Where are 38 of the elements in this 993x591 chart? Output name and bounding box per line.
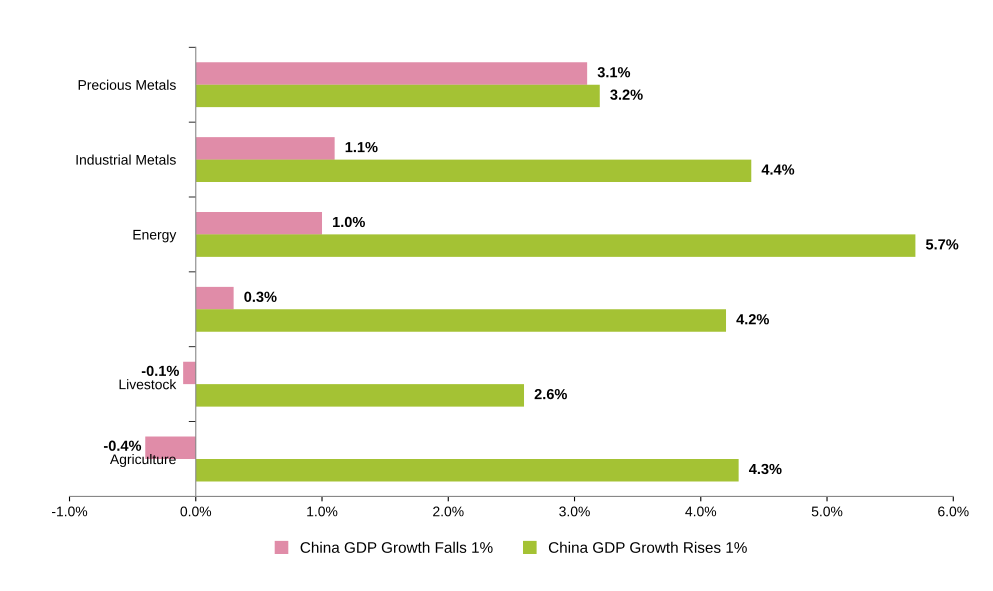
bar (196, 286, 234, 310)
data-label: -0.4% (104, 440, 142, 451)
data-label: -0.1% (142, 366, 179, 376)
y-tick-label: Livestock (120, 379, 176, 390)
bar (196, 84, 600, 108)
y-tick-label: Agriculture (110, 454, 176, 467)
data-label: 2.6% (534, 388, 567, 400)
y-tick-label: Industrial Metals (76, 154, 176, 165)
y-tick-label: Precious Metals (78, 80, 176, 90)
data-label: 4.4% (762, 164, 794, 175)
x-tick-label: 3.0% (559, 506, 590, 516)
legend-label: China GDP Growth Rises 1% (548, 542, 747, 553)
data-label: 3.1% (598, 67, 630, 78)
bar (196, 212, 322, 234)
data-label: 3.2% (610, 90, 643, 100)
data-label: 4.3% (748, 464, 782, 474)
data-label: 1.0% (333, 216, 365, 228)
bar (196, 384, 524, 407)
x-tick-label: 6.0% (938, 506, 969, 516)
bar (196, 137, 335, 160)
y-tick-label: Energy (133, 230, 176, 242)
legend-label: China GDP Growth Falls 1% (300, 542, 493, 553)
bar (196, 234, 916, 257)
x-tick-label: 5.0% (812, 506, 842, 516)
data-label: 0.3% (244, 292, 277, 302)
x-tick-label: 4.0% (685, 506, 716, 516)
x-tick-label: -1.0% (52, 506, 88, 516)
bar (183, 362, 196, 384)
data-label: 5.7% (926, 239, 958, 250)
bar (196, 160, 752, 182)
x-tick-label: 0.0% (180, 506, 212, 516)
bar (196, 459, 739, 482)
bar (196, 62, 588, 85)
bar (196, 309, 726, 332)
data-label: 4.2% (736, 314, 769, 324)
x-tick-label: 2.0% (433, 506, 464, 516)
data-label: 1.1% (346, 142, 378, 152)
x-tick-label: 1.0% (307, 506, 338, 516)
